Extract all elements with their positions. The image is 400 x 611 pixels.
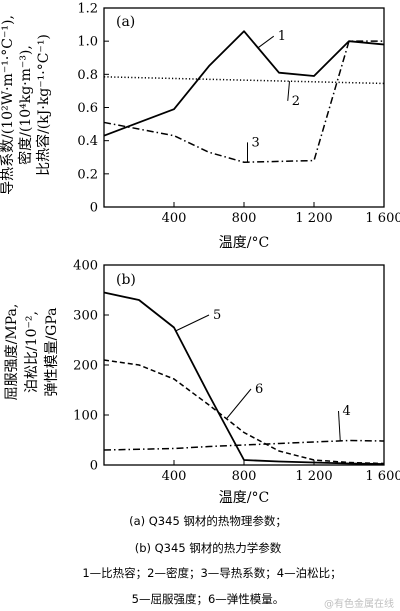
y-tick-label: 1.0 [77,35,98,50]
y-axis-label-line: 弹性模量/GPa [44,307,60,396]
y-tick-label: 0.6 [77,101,98,116]
caption-line-4: 5—屈服强度；6—弹性模量。 [132,592,285,606]
series-label-3: 3 [252,135,260,150]
chart-panel-b: 400 800 1 200 1 600 0 100 200 300 400 5 6 4 (b) 温度/°C… [4,259,400,507]
series-label-6: 6 [255,382,263,397]
x-tick-label: 1 600 [365,469,400,484]
series-line-6 [103,359,385,465]
y-axis-label-line: 比热容/(kJ·kg⁻¹·°C⁻¹) [35,34,52,176]
y-axis-label-line: 屈服强度/MPa, [4,304,20,401]
panel-label: (b) [116,272,136,288]
series-line-1 [103,30,385,137]
y-tick-label: 0.4 [77,134,98,149]
y-tick-label: 0 [90,201,98,216]
series-label-5: 5 [213,308,221,323]
watermark: @有色金属在线 [324,597,394,610]
y-tick-label: 1.2 [77,2,98,17]
panel-label: (a) [116,14,135,30]
callout-leader-5 [175,314,210,332]
series-line-3 [103,40,384,163]
series-label-4: 4 [343,404,351,419]
series-line-5 [103,291,385,465]
series-line-4 [103,439,385,451]
y-tick-label: 0 [90,459,98,474]
y-axis-label-line: 泊松比/10⁻², [24,311,40,393]
plot-frame [103,7,385,208]
x-axis-label: 温度/°C [219,235,269,251]
series-label-2: 2 [292,94,300,109]
y-tick-label: 0.2 [77,167,98,182]
x-tick-label: 400 [162,469,187,484]
caption-line-2: (b) Q345 钢材的热力学参数 [135,541,282,555]
plot-frame [103,264,385,466]
callout-leader-4 [338,410,341,441]
x-tick-label: 1 600 [365,211,400,226]
chart-panel-a: 400 800 1 200 1 600 0 0.2 0.4 0.6 0.8 1.0 1.2 1 2 3 (a… [0,2,400,252]
x-tick-label: 1 200 [295,469,332,484]
x-tick-label: 800 [232,211,257,226]
series-line-2 [103,76,385,85]
y-tick-label: 400 [73,259,98,274]
callout-leader-1 [257,35,275,49]
x-tick-label: 400 [162,211,187,226]
series-label-1: 1 [278,29,286,44]
x-axis-label: 温度/°C [219,490,269,506]
figure-caption: (a) Q345 钢材的热物理参数； (b) Q345 钢材的热力学参数 1—比… [82,514,341,606]
y-axis-label-line: 导热系数/(10²W·m⁻¹·°C⁻¹), [0,15,16,195]
callout-leader-2 [287,81,290,101]
x-tick-label: 1 200 [295,211,332,226]
y-tick-label: 100 [73,409,98,424]
y-tick-label: 300 [73,309,98,324]
y-tick-label: 0.8 [77,68,98,83]
callout-leader-6 [226,388,252,420]
y-axis-label-line: 密度/(10⁴kg·m⁻³), [17,45,34,165]
caption-line-3: 1—比热容；2—密度；3—导热系数；4—泊松比； [82,566,341,580]
caption-line-1: (a) Q345 钢材的热物理参数； [129,514,287,528]
y-tick-label: 200 [73,359,98,374]
x-tick-label: 800 [232,469,257,484]
